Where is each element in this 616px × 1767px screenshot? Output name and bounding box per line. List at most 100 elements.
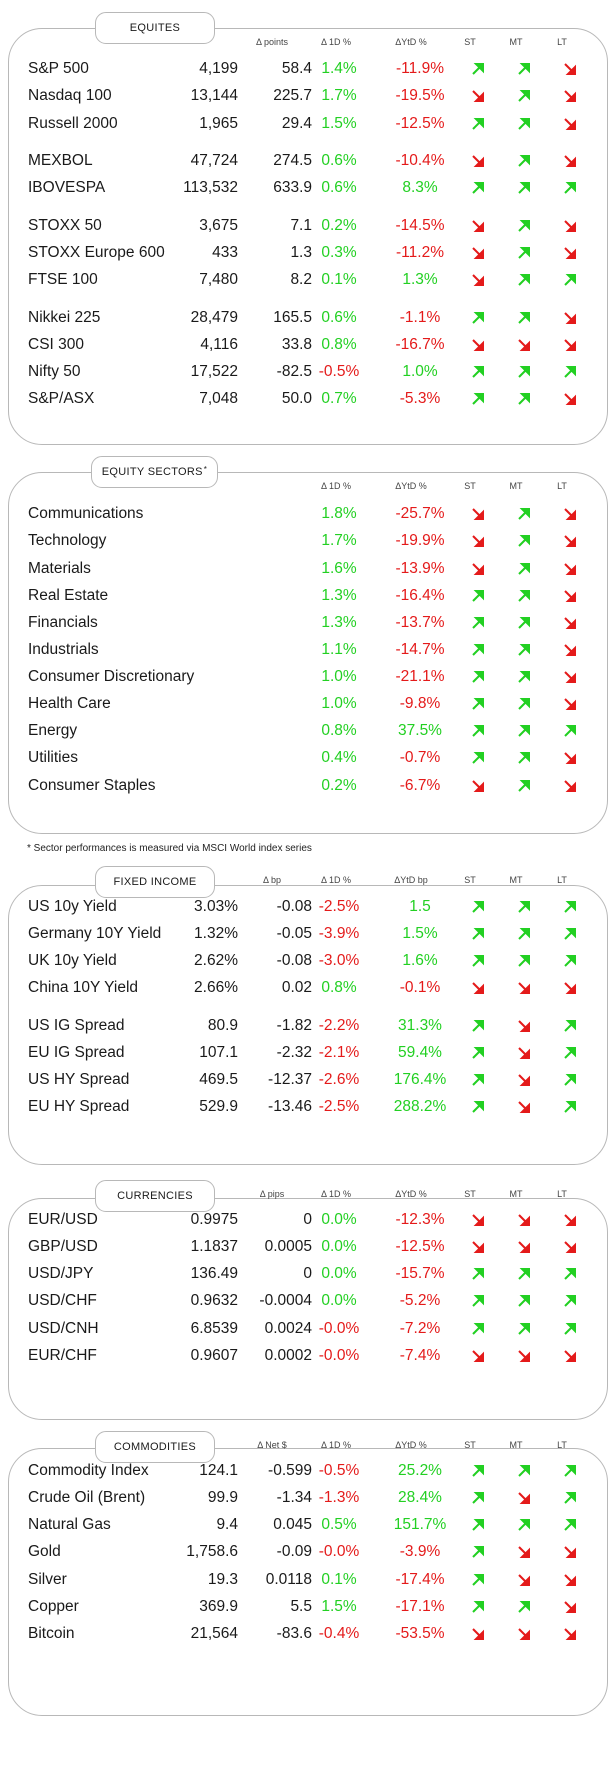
row-1d-change: -0.5% (318, 363, 360, 380)
column-header-mt: MT (509, 1189, 523, 1199)
arrow-up-right-icon (517, 1600, 531, 1614)
section-title: EQUITY SECTORS (101, 466, 203, 478)
row-name: IBOVESPA (28, 179, 106, 196)
row-1d-change: 1.4% (321, 60, 357, 77)
column-header-mt: MT (509, 481, 523, 491)
arrow-down-right-icon (517, 1019, 531, 1033)
row-1d-change: 0.6% (321, 152, 357, 169)
column-header-change: Δ pips (259, 1189, 285, 1199)
arrow-down-right-icon (471, 534, 485, 548)
row-value: 1,758.6 (186, 1543, 238, 1560)
arrow-up-right-icon (471, 1046, 485, 1060)
arrow-up-right-icon (563, 927, 577, 941)
row-change: 165.5 (273, 309, 312, 326)
table-row: MEXBOL 47,724 274.5 0.6% -10.4% (8, 147, 606, 175)
arrow-up-right-icon (517, 954, 531, 968)
arrow-down-right-icon (471, 1240, 485, 1254)
arrow-down-right-icon (471, 1627, 485, 1641)
row-value: 3,675 (199, 217, 238, 234)
row-name: CSI 300 (28, 336, 85, 353)
arrow-down-right-icon (471, 507, 485, 521)
column-header-ytd: ΔYtD % (395, 1189, 427, 1199)
row-1d-change: 1.5% (321, 115, 357, 132)
arrow-up-right-icon (563, 954, 577, 968)
arrow-up-right-icon (517, 507, 531, 521)
currencies-tab: CURRENCIES (95, 1180, 215, 1212)
row-name: Nifty 50 (28, 363, 81, 380)
arrow-up-right-icon (471, 1322, 485, 1336)
row-1d-change: 0.7% (321, 390, 357, 407)
row-name: Materials (28, 560, 91, 577)
row-change: 0.0024 (264, 1320, 312, 1337)
arrow-up-right-icon (517, 1294, 531, 1308)
row-change: -83.6 (276, 1625, 312, 1642)
column-header-lt: LT (557, 481, 567, 491)
table-row: USD/JPY 136.49 0 0.0% -15.7% (8, 1260, 606, 1288)
table-row: Materials 1.6% -13.9% (8, 555, 606, 583)
arrow-up-right-icon (471, 365, 485, 379)
row-ytd-change: 176.4% (393, 1071, 447, 1088)
row-1d-change: 1.0% (321, 695, 357, 712)
arrow-down-right-icon (563, 697, 577, 711)
table-row: Copper 369.9 5.5 1.5% -17.1% (8, 1593, 606, 1621)
footnote-marker: * (203, 464, 208, 474)
table-row: IBOVESPA 113,532 633.9 0.6% 8.3% (8, 174, 606, 202)
row-1d-change: 0.0% (321, 1292, 357, 1309)
arrow-up-right-icon (517, 365, 531, 379)
row-1d-change: -0.5% (318, 1462, 360, 1479)
row-change: -1.82 (276, 1017, 312, 1034)
row-1d-change: 1.8% (321, 505, 357, 522)
arrow-up-right-icon (563, 1294, 577, 1308)
arrow-up-right-icon (471, 670, 485, 684)
row-name: GBP/USD (28, 1238, 98, 1255)
arrow-down-right-icon (563, 562, 577, 576)
row-value: 124.1 (199, 1462, 238, 1479)
arrow-down-right-icon (563, 616, 577, 630)
arrow-up-right-icon (471, 1518, 485, 1532)
arrow-down-right-icon (517, 338, 531, 352)
row-ytd-change: -7.4% (399, 1347, 441, 1364)
table-row: UK 10y Yield 2.62% -0.08 -3.0% 1.6% (8, 947, 606, 975)
arrow-up-right-icon (517, 219, 531, 233)
equity-sectors-tab: EQUITY SECTORS * (91, 456, 218, 488)
column-header-change: Δ bp (262, 875, 282, 885)
row-name: Gold (28, 1543, 61, 1560)
table-row: GBP/USD 1.1837 0.0005 0.0% -12.5% (8, 1233, 606, 1261)
row-change: -0.05 (276, 925, 312, 942)
row-1d-change: -2.5% (318, 1098, 360, 1115)
table-row: Commodity Index 124.1 -0.599 -0.5% 25.2% (8, 1457, 606, 1485)
row-ytd-change: -1.1% (399, 309, 441, 326)
arrow-up-right-icon (471, 117, 485, 131)
row-name: EU IG Spread (28, 1044, 125, 1061)
row-1d-change: 1.3% (321, 587, 357, 604)
row-name: STOXX 50 (28, 217, 102, 234)
arrow-up-right-icon (471, 724, 485, 738)
row-ytd-change: -11.9% (396, 60, 444, 77)
row-value: 136.49 (190, 1265, 238, 1282)
table-row: STOXX 50 3,675 7.1 0.2% -14.5% (8, 212, 606, 240)
row-name: S&P 500 (28, 60, 89, 77)
row-ytd-change: -0.1% (399, 979, 441, 996)
arrow-up-right-icon (517, 927, 531, 941)
row-1d-change: -2.5% (318, 898, 360, 915)
row-name: Consumer Staples (28, 777, 156, 794)
row-1d-change: 1.0% (321, 668, 357, 685)
arrow-down-right-icon (517, 981, 531, 995)
equities-tab: EQUITES (95, 12, 215, 44)
row-ytd-change: -19.9% (395, 532, 445, 549)
row-ytd-change: 1.3% (402, 271, 438, 288)
row-change: -0.09 (276, 1543, 312, 1560)
row-name: STOXX Europe 600 (28, 244, 165, 261)
arrow-down-right-icon (471, 273, 485, 287)
arrow-up-right-icon (471, 697, 485, 711)
table-row: EUR/USD 0.9975 0 0.0% -12.3% (8, 1206, 606, 1234)
row-1d-change: 0.3% (321, 244, 357, 261)
row-change: 29.4 (281, 115, 312, 132)
row-value: 9.4 (216, 1516, 238, 1533)
row-value: 80.9 (207, 1017, 238, 1034)
arrow-down-right-icon (563, 589, 577, 603)
arrow-down-right-icon (471, 981, 485, 995)
row-ytd-change: 1.0% (402, 363, 438, 380)
arrow-down-right-icon (471, 89, 485, 103)
table-row: S&P/ASX 7,048 50.0 0.7% -5.3% (8, 385, 606, 413)
